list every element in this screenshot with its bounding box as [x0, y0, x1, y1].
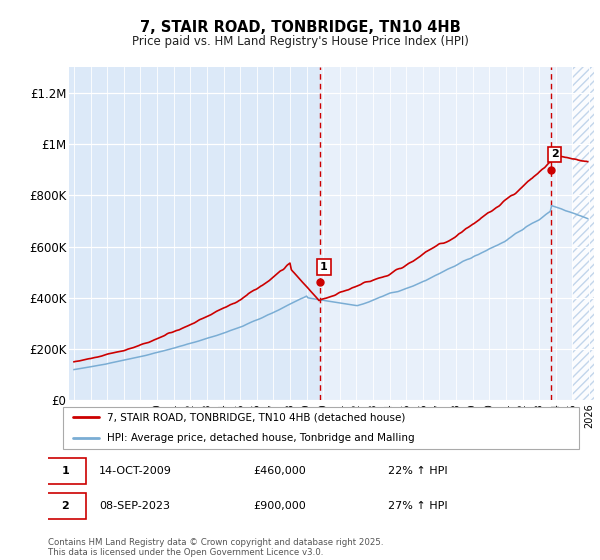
Text: Price paid vs. HM Land Registry's House Price Index (HPI): Price paid vs. HM Land Registry's House … — [131, 35, 469, 48]
Text: 14-OCT-2009: 14-OCT-2009 — [100, 466, 172, 477]
Text: £460,000: £460,000 — [253, 466, 306, 477]
Text: 7, STAIR ROAD, TONBRIDGE, TN10 4HB (detached house): 7, STAIR ROAD, TONBRIDGE, TN10 4HB (deta… — [107, 412, 406, 422]
Text: Contains HM Land Registry data © Crown copyright and database right 2025.
This d: Contains HM Land Registry data © Crown c… — [48, 538, 383, 557]
Bar — [572, 67, 600, 400]
Text: 2: 2 — [61, 501, 69, 511]
Text: HPI: Average price, detached house, Tonbridge and Malling: HPI: Average price, detached house, Tonb… — [107, 433, 415, 444]
Text: 22% ↑ HPI: 22% ↑ HPI — [388, 466, 448, 477]
Text: 27% ↑ HPI: 27% ↑ HPI — [388, 501, 448, 511]
FancyBboxPatch shape — [46, 459, 86, 484]
Text: 2: 2 — [551, 150, 559, 160]
Text: 1: 1 — [320, 262, 328, 272]
Text: 7, STAIR ROAD, TONBRIDGE, TN10 4HB: 7, STAIR ROAD, TONBRIDGE, TN10 4HB — [140, 20, 460, 35]
Bar — [320, 67, 600, 400]
Text: 1: 1 — [61, 466, 69, 477]
Text: 08-SEP-2023: 08-SEP-2023 — [100, 501, 170, 511]
Text: £900,000: £900,000 — [253, 501, 306, 511]
FancyBboxPatch shape — [62, 407, 580, 449]
FancyBboxPatch shape — [46, 493, 86, 519]
